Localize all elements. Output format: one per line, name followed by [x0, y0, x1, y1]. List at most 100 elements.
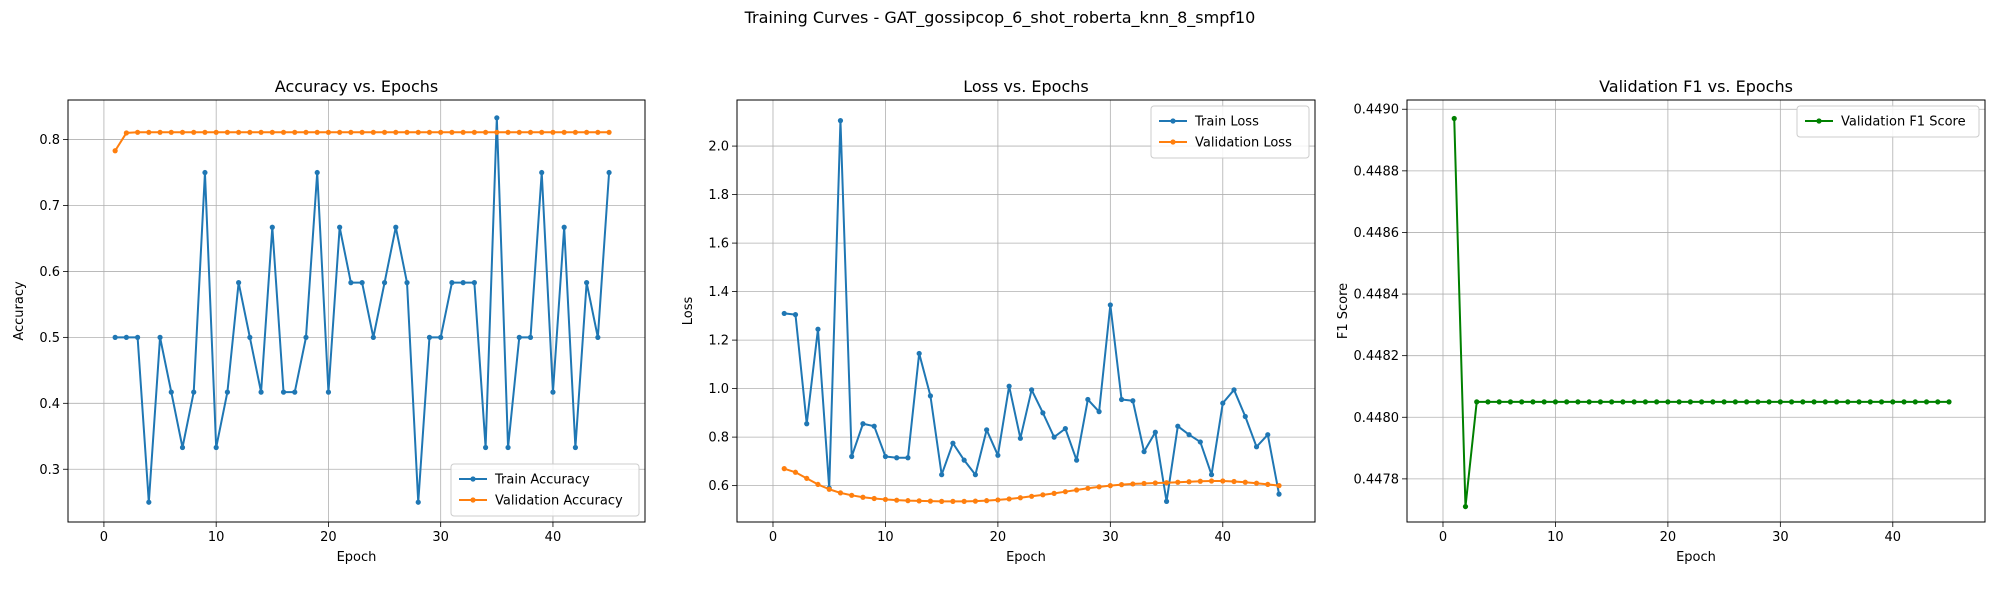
- validation-f1-score-point: [1642, 399, 1648, 405]
- f1-x-tick-label: 30: [1772, 530, 1789, 545]
- train-loss-point: [781, 310, 787, 317]
- validation-accuracy-point: [550, 129, 556, 135]
- validation-accuracy-point: [404, 129, 410, 135]
- validation-loss-point: [1276, 483, 1282, 489]
- train-accuracy-point: [247, 334, 253, 340]
- train-loss-point: [1006, 383, 1012, 389]
- validation-f1-score-point: [1519, 399, 1525, 405]
- train-accuracy-point: [280, 389, 287, 395]
- train-accuracy-point: [494, 115, 500, 121]
- train-loss-point: [1074, 457, 1080, 463]
- train-loss-point: [1118, 396, 1125, 403]
- validation-loss-point: [1107, 483, 1113, 489]
- validation-accuracy-legend-label: Validation Accuracy: [495, 494, 623, 509]
- validation-f1-score-point: [1485, 399, 1491, 405]
- validation-f1-score-point: [1654, 399, 1660, 405]
- validation-accuracy-point: [438, 129, 444, 135]
- validation-accuracy-point: [482, 129, 489, 135]
- train-accuracy-point: [505, 444, 511, 451]
- train-loss-point: [871, 423, 877, 429]
- train-accuracy-point: [157, 334, 163, 340]
- validation-accuracy-point: [572, 129, 579, 135]
- train-loss-point: [1253, 444, 1260, 450]
- validation-f1-score-point: [1609, 399, 1615, 405]
- train-loss-point: [1085, 396, 1091, 403]
- validation-f1-score-point: [1575, 399, 1581, 405]
- validation-loss-point: [1006, 496, 1012, 502]
- validation-accuracy-point: [449, 129, 455, 135]
- validation-loss-point: [837, 490, 844, 496]
- validation-accuracy-point: [415, 129, 421, 135]
- validation-loss-point: [1163, 480, 1170, 486]
- f1-x-tick-label: 10: [1547, 530, 1564, 545]
- train-loss-point: [1186, 432, 1192, 438]
- validation-f1-score-point: [1597, 399, 1604, 405]
- validation-f1-score-point: [1766, 399, 1772, 405]
- train-loss-point: [972, 472, 978, 478]
- f1-x-tick-label: 0: [1439, 530, 1447, 545]
- validation-accuracy-point: [381, 129, 388, 135]
- loss-legend: Train Loss Validation Loss: [1150, 105, 1310, 159]
- validation-loss-point: [849, 492, 855, 498]
- train-loss-legend-marker: [1170, 118, 1176, 124]
- validation-f1-score-point: [1676, 399, 1682, 405]
- validation-loss-point: [860, 494, 866, 500]
- train-loss-point: [837, 118, 844, 124]
- validation-accuracy-point: [112, 148, 118, 154]
- train-accuracy-point: [516, 334, 522, 340]
- train-loss-point: [1242, 413, 1248, 420]
- validation-f1-score-point: [1496, 399, 1502, 405]
- train-accuracy-point: [460, 280, 466, 286]
- validation-loss-point: [1085, 485, 1091, 491]
- validation-f1-score-point: [1721, 399, 1727, 405]
- validation-f1-score-point: [1822, 399, 1828, 405]
- train-accuracy-point: [438, 334, 444, 340]
- validation-accuracy-point: [168, 129, 174, 135]
- validation-accuracy-point: [123, 130, 129, 136]
- validation-f1-score-point: [1631, 399, 1637, 405]
- train-loss-point: [1163, 498, 1170, 504]
- train-accuracy-point: [572, 444, 579, 451]
- validation-accuracy-point: [269, 129, 275, 135]
- validation-f1-score-legend-label: Validation F1 Score: [1841, 115, 1966, 130]
- train-accuracy-point: [123, 334, 129, 340]
- validation-loss-point: [1062, 489, 1068, 495]
- loss-y-tick-label: 1.6: [708, 237, 729, 252]
- train-accuracy-point: [561, 224, 567, 230]
- validation-loss-point: [984, 498, 990, 504]
- validation-loss-point: [927, 498, 934, 504]
- train-accuracy-point: [348, 280, 354, 286]
- train-loss-point: [1029, 387, 1035, 393]
- train-accuracy-point: [134, 334, 141, 340]
- train-loss-point: [984, 427, 990, 433]
- loss-y-tick-label: 1.8: [708, 188, 729, 203]
- validation-f1-score-point: [1833, 399, 1840, 405]
- loss-y-tick-label: 0.8: [708, 431, 729, 446]
- validation-accuracy-point: [292, 129, 298, 135]
- train-accuracy-point: [381, 280, 388, 286]
- validation-f1-score-point: [1811, 399, 1817, 405]
- validation-accuracy-point: [325, 129, 332, 135]
- validation-accuracy-point: [516, 129, 522, 135]
- validation-f1-score-point: [1530, 399, 1536, 405]
- loss-x-tick-label: 30: [1102, 530, 1119, 545]
- train-loss-point: [815, 326, 821, 332]
- f1-y-tick-label: 0.4478: [1354, 472, 1400, 487]
- validation-f1-score-point: [1687, 399, 1693, 405]
- validation-f1-score-point: [1878, 399, 1885, 405]
- validation-loss-point: [815, 481, 821, 488]
- validation-f1-score-point: [1586, 399, 1592, 405]
- validation-f1-score-point: [1856, 399, 1862, 405]
- f1-x-tick-label: 20: [1660, 530, 1677, 545]
- loss-x-tick-label: 20: [990, 530, 1007, 545]
- validation-f1-score-point: [1946, 399, 1952, 405]
- train-loss-point: [1276, 491, 1282, 497]
- validation-accuracy-point: [224, 129, 231, 135]
- accuracy-x-tick-label: 30: [432, 530, 449, 545]
- train-accuracy-point: [482, 444, 489, 451]
- accuracy-x-tick-label: 0: [100, 530, 108, 545]
- validation-f1-score-point: [1665, 399, 1671, 405]
- validation-accuracy-point: [584, 129, 590, 135]
- train-accuracy-point: [415, 499, 421, 505]
- validation-accuracy-point: [460, 129, 466, 135]
